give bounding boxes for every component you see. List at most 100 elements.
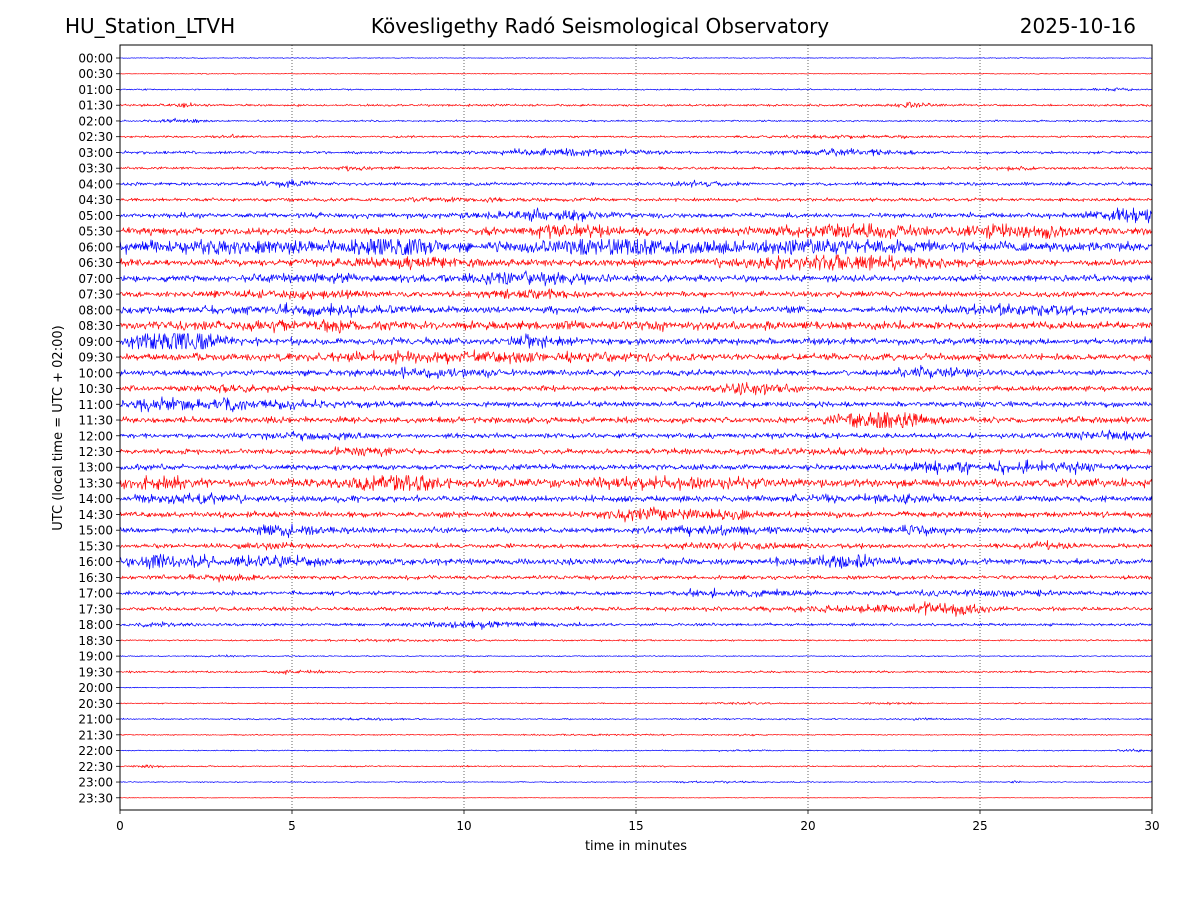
y-tick-label: 12:30 <box>78 445 113 459</box>
trace-0630 <box>119 254 1153 271</box>
trace-2200 <box>119 748 1153 753</box>
y-tick-label: 13:30 <box>78 476 113 490</box>
y-tick-label: 11:00 <box>78 398 113 412</box>
y-tick-label: 10:30 <box>78 382 113 396</box>
y-tick-label: 16:30 <box>78 571 113 585</box>
y-tick-label: 10:00 <box>78 366 113 380</box>
trace-1500 <box>119 523 1153 539</box>
y-tick-label: 17:30 <box>78 602 113 616</box>
y-tick-label: 05:30 <box>78 225 113 239</box>
trace-2030 <box>119 701 1153 706</box>
y-tick-label: 12:00 <box>78 429 113 443</box>
trace-0600 <box>119 238 1153 255</box>
y-tick-label: 17:00 <box>78 587 113 601</box>
trace-1300 <box>119 459 1153 476</box>
y-tick-label: 03:30 <box>78 162 113 176</box>
trace-1200 <box>119 429 1153 442</box>
trace-0230 <box>119 133 1153 140</box>
y-tick-label: 19:00 <box>78 650 113 664</box>
trace-1900 <box>119 654 1153 658</box>
station-name: HU_Station_LTVH <box>65 14 236 38</box>
y-tick-label: 08:00 <box>78 303 113 317</box>
y-tick-label: 20:30 <box>78 697 113 711</box>
trace-0930 <box>119 349 1153 365</box>
trace-0900 <box>119 333 1153 350</box>
y-tick-label: 00:30 <box>78 67 113 81</box>
y-tick-label: 00:00 <box>78 52 113 66</box>
x-tick-label: 20 <box>800 819 815 833</box>
y-axis-label: UTC (local time = UTC + 02:00) <box>51 325 66 530</box>
trace-0100 <box>119 87 1152 92</box>
y-tick-label: 21:00 <box>78 713 113 727</box>
trace-0800 <box>119 302 1153 318</box>
y-tick-label: 22:30 <box>78 760 113 774</box>
trace-1530 <box>119 539 1153 551</box>
x-tick-label: 0 <box>116 819 124 833</box>
y-tick-label: 07:00 <box>78 272 113 286</box>
trace-1430 <box>119 506 1153 523</box>
x-tick-label: 15 <box>628 819 643 833</box>
trace-1400 <box>119 492 1153 505</box>
y-tick-label: 11:30 <box>78 414 113 428</box>
trace-0400 <box>119 178 1153 188</box>
chart-date: 2025-10-16 <box>1019 14 1136 38</box>
y-tick-label: 04:30 <box>78 193 113 207</box>
trace-1800 <box>119 620 1153 630</box>
y-tick-label: 20:00 <box>78 681 113 695</box>
trace-2300 <box>119 780 1153 784</box>
y-tick-label: 18:30 <box>78 634 113 648</box>
y-tick-label: 08:30 <box>78 319 113 333</box>
trace-0730 <box>119 288 1153 301</box>
trace-0030 <box>119 72 1153 75</box>
y-tick-label: 06:30 <box>78 256 113 270</box>
trace-2330 <box>119 797 1153 799</box>
x-axis-ticks: 0 5 10 15 20 25 30 <box>116 810 1160 833</box>
y-tick-label: 23:00 <box>78 776 113 790</box>
trace-2000 <box>119 686 1153 689</box>
trace-0700 <box>119 270 1153 287</box>
y-tick-label: 15:30 <box>78 539 113 553</box>
y-tick-label: 18:00 <box>78 618 113 632</box>
trace-1700 <box>119 587 1153 599</box>
x-tick-label: 10 <box>456 819 471 833</box>
x-tick-label: 25 <box>972 819 987 833</box>
y-tick-label: 09:30 <box>78 351 113 365</box>
y-tick-label: 07:30 <box>78 288 113 302</box>
y-tick-label: 15:00 <box>78 524 113 538</box>
trace-2130 <box>119 733 1153 737</box>
y-tick-label: 19:30 <box>78 665 113 679</box>
seismogram-traces <box>119 57 1153 799</box>
trace-1600 <box>119 553 1153 570</box>
vertical-gridlines <box>291 45 981 810</box>
trace-0330 <box>119 165 1153 172</box>
trace-0500 <box>119 207 1153 224</box>
y-tick-label: 13:00 <box>78 461 113 475</box>
trace-2230 <box>119 764 1153 769</box>
y-tick-label: 09:00 <box>78 335 113 349</box>
y-tick-label: 06:00 <box>78 240 113 254</box>
trace-1030 <box>119 381 1153 396</box>
y-tick-label: 16:00 <box>78 555 113 569</box>
trace-1630 <box>119 573 1153 583</box>
trace-1730 <box>119 601 1153 617</box>
y-tick-label: 02:00 <box>78 114 113 128</box>
y-tick-label: 21:30 <box>78 728 113 742</box>
trace-1130 <box>119 412 1153 428</box>
x-tick-label: 5 <box>288 819 296 833</box>
trace-0000 <box>119 57 1153 59</box>
y-tick-label: 14:00 <box>78 492 113 506</box>
x-tick-label: 30 <box>1144 819 1159 833</box>
trace-0300 <box>119 147 1153 157</box>
y-tick-label: 05:00 <box>78 209 113 223</box>
y-tick-label: 22:00 <box>78 744 113 758</box>
y-tick-label: 14:30 <box>78 508 113 522</box>
y-tick-label: 01:00 <box>78 83 113 97</box>
trace-0200 <box>119 117 1153 123</box>
y-tick-label: 23:30 <box>78 791 113 805</box>
y-tick-label: 04:00 <box>78 177 113 191</box>
trace-0430 <box>119 196 1153 203</box>
chart-title: Kövesligethy Radó Seismological Observat… <box>370 14 830 38</box>
trace-0830 <box>119 319 1153 334</box>
trace-1330 <box>119 475 1153 491</box>
